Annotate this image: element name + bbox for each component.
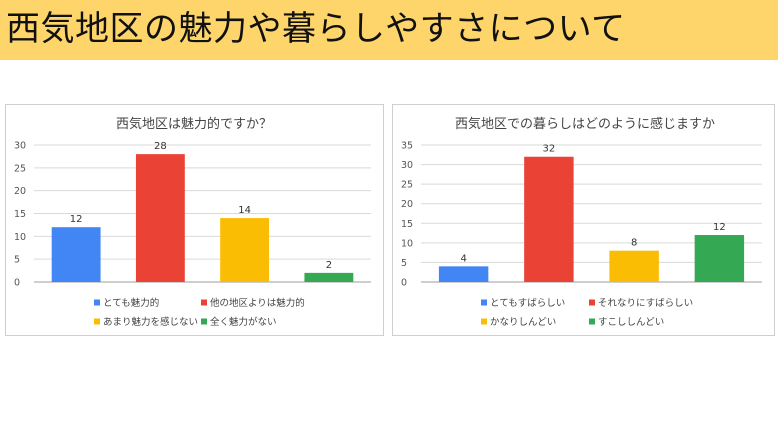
- legend-item-label: あまり魅力を感じない: [103, 316, 198, 328]
- y-tick-label: 10: [14, 232, 26, 243]
- legend-swatch: [481, 299, 487, 306]
- data-label: 12: [713, 222, 726, 233]
- legend-swatch: [589, 299, 595, 306]
- y-tick-label: 15: [401, 219, 413, 230]
- bar-2: [135, 154, 185, 282]
- bar-1: [51, 227, 101, 282]
- data-label: 8: [631, 238, 637, 249]
- legend-item-label: それなりにすばらしい: [598, 298, 693, 309]
- y-tick-label: 5: [401, 258, 407, 269]
- data-label: 28: [154, 141, 167, 152]
- legend-swatch: [94, 299, 100, 306]
- legend-swatch: [589, 318, 595, 325]
- y-tick-label: 25: [401, 180, 413, 191]
- chart-panel-livability: 西気地区での暮らしはどのように感じますか 0 5 10 15 20 25 30 35 4 32 8 12…: [392, 104, 775, 336]
- bar-chart-attractiveness: 西気地区は魅力的ですか？ 0 5 10 15 20 25 30 12 28 14 2 とても魅力的 他の地…: [14, 116, 371, 328]
- legend-swatch: [201, 299, 207, 306]
- legend-swatch: [201, 318, 207, 325]
- data-label: 32: [543, 144, 556, 155]
- y-tick-label: 15: [14, 209, 26, 220]
- y-tick-label: 0: [401, 278, 407, 289]
- bar-1: [438, 266, 489, 282]
- y-tick-label: 0: [14, 278, 20, 289]
- legend-item-label: とてもすばらしい: [490, 298, 565, 309]
- y-tick-label: 20: [14, 186, 26, 197]
- chart-title: 西気地区での暮らしはどのように感じますか: [455, 116, 715, 132]
- y-tick-label: 10: [401, 238, 413, 249]
- legend-swatch: [94, 318, 100, 325]
- bar-2: [524, 156, 574, 282]
- bar-3: [220, 218, 270, 282]
- bar-chart-livability: 西気地区での暮らしはどのように感じますか 0 5 10 15 20 25 30 35 4 32 8 12…: [401, 116, 762, 328]
- legend-item-label: とても魅力的: [103, 297, 159, 309]
- data-label: 2: [326, 260, 332, 271]
- bar-4: [304, 272, 354, 282]
- bar-3: [609, 250, 659, 282]
- header-banner: 西気地区の魅力や暮らしやすさについて: [0, 0, 778, 60]
- legend-item-label: かなりしんどい: [490, 317, 556, 328]
- data-label: 4: [460, 253, 466, 264]
- chart-title: 西気地区は魅力的ですか？: [116, 116, 272, 132]
- data-label: 12: [70, 214, 83, 225]
- legend-item-label: 他の地区よりは魅力的: [210, 297, 305, 309]
- chart-panel-attractiveness: 西気地区は魅力的ですか？ 0 5 10 15 20 25 30 12 28 14 2 とても魅力的 他の地…: [5, 104, 384, 336]
- data-label: 14: [238, 205, 251, 216]
- legend-item-label: 全く魅力がない: [210, 316, 277, 328]
- y-tick-label: 30: [401, 160, 413, 171]
- page-title: 西気地区の魅力や暮らしやすさについて: [6, 9, 626, 49]
- y-tick-label: 25: [14, 163, 26, 174]
- legend-swatch: [481, 318, 487, 325]
- legend-item-label: すこししんどい: [598, 317, 664, 328]
- y-tick-label: 30: [14, 141, 26, 152]
- y-tick-label: 35: [401, 141, 413, 152]
- y-tick-label: 20: [401, 199, 413, 210]
- y-tick-label: 5: [14, 255, 20, 266]
- bar-4: [694, 235, 745, 282]
